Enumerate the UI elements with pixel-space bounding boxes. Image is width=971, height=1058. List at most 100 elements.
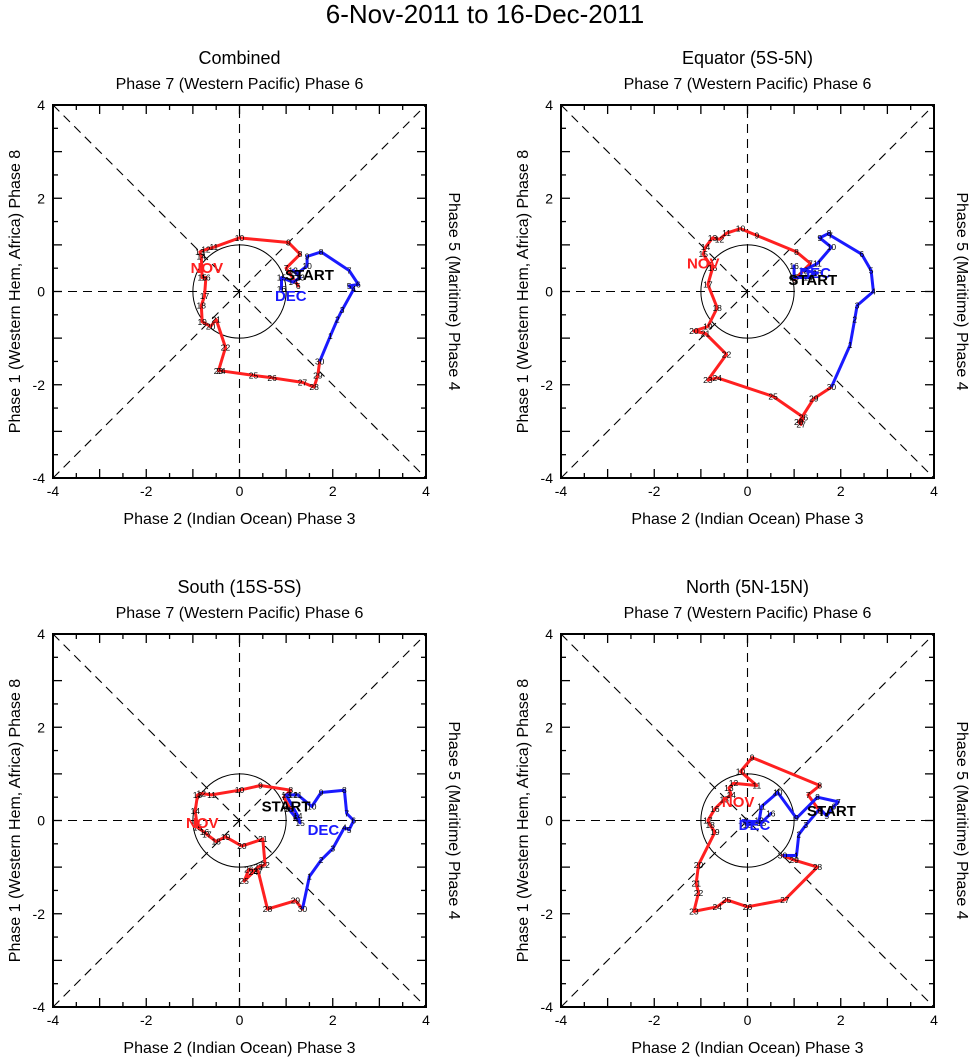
- day-label: 10: [773, 788, 783, 798]
- x-tick-label: 0: [744, 483, 752, 499]
- day-label: 23: [703, 375, 713, 385]
- y-tick-label: 2: [545, 190, 553, 206]
- day-label: 3: [855, 300, 860, 310]
- day-label: 25: [239, 876, 249, 886]
- day-label: 11: [752, 781, 761, 791]
- day-label: 5: [347, 825, 352, 835]
- day-label: 7: [828, 231, 833, 241]
- left-phase-label: Phase 1 (Western Hem, Africa) Phase 8: [7, 679, 24, 962]
- day-label: 14: [190, 806, 200, 816]
- day-label: 10: [827, 242, 837, 252]
- top-phase-label: Phase 7 (Western Pacific) Phase 6: [624, 605, 872, 622]
- day-label: 12: [729, 778, 739, 788]
- right-phase-label: Phase 5 (Maritime) Phase 4: [953, 192, 970, 390]
- day-label: 13: [281, 790, 291, 800]
- x-tick-label: -4: [47, 483, 60, 499]
- y-tick-label: -4: [541, 999, 554, 1015]
- day-label: 10: [736, 224, 746, 234]
- day-label: 13: [195, 247, 205, 257]
- day-label: 10: [235, 785, 245, 795]
- y-tick-label: -2: [33, 377, 46, 393]
- day-label: 14: [701, 242, 711, 252]
- x-tick-label: -4: [47, 1012, 60, 1028]
- day-label: 2: [796, 829, 801, 839]
- day-label: 14: [803, 273, 813, 283]
- day-label: 1: [328, 331, 333, 341]
- x-tick-label: -4: [555, 1012, 568, 1028]
- x-tick-label: 4: [422, 1012, 430, 1028]
- day-label: 2: [852, 314, 857, 324]
- day-label: 7: [806, 790, 811, 800]
- panel-title: South (15S-5S): [177, 577, 301, 597]
- dec-trajectory-line: [284, 788, 356, 878]
- day-label: 1: [794, 850, 799, 860]
- x-tick-label: -2: [140, 483, 153, 499]
- day-label: 13: [813, 268, 823, 278]
- day-label: 12: [288, 790, 298, 800]
- day-label: 10: [307, 802, 317, 812]
- day-label: 26: [743, 902, 753, 912]
- day-label: 9: [754, 231, 759, 241]
- top-phase-label: Phase 7 (Western Pacific) Phase 6: [624, 76, 872, 93]
- day-label: 4: [817, 804, 822, 814]
- day-label: 4: [871, 287, 876, 297]
- y-tick-label: -4: [541, 470, 554, 486]
- y-tick-label: 0: [545, 813, 553, 829]
- day-label: 2: [319, 855, 324, 865]
- day-label: 28: [263, 904, 273, 914]
- day-label: 12: [197, 788, 207, 798]
- unit-circle: [192, 773, 287, 868]
- bottom-phase-label: Phase 2 (Indian Ocean) Phase 3: [123, 1040, 355, 1057]
- day-label: 23: [689, 906, 699, 916]
- day-label: 7: [836, 797, 841, 807]
- x-tick-label: 2: [329, 1012, 337, 1028]
- y-tick-label: -2: [33, 906, 46, 922]
- day-label: 15: [277, 273, 287, 283]
- day-label: 8: [319, 247, 324, 257]
- bottom-phase-label: Phase 2 (Indian Ocean) Phase 3: [631, 1040, 863, 1057]
- day-label: 29: [313, 370, 323, 380]
- day-label: 20: [206, 321, 216, 331]
- nov-trajectory-line: [692, 756, 822, 913]
- dec-month-label: DEC: [799, 265, 831, 282]
- left-phase-label: Phase 1 (Western Hem, Africa) Phase 8: [7, 150, 24, 433]
- day-label: 27: [780, 895, 790, 905]
- dec-trajectory-line: [280, 250, 360, 338]
- day-label: 30: [827, 382, 837, 392]
- day-label: 22: [260, 860, 270, 870]
- day-label: 28: [813, 862, 823, 872]
- day-label: 9: [817, 233, 822, 243]
- left-phase-label: Phase 1 (Western Hem, Africa) Phase 8: [515, 679, 532, 962]
- day-label: 14: [738, 816, 748, 826]
- day-label: 9: [794, 813, 799, 823]
- day-label: 24: [712, 902, 722, 912]
- day-label: 8: [815, 792, 820, 802]
- day-label: 23: [253, 862, 263, 872]
- day-label: 19: [710, 827, 720, 837]
- day-label: 7: [281, 792, 286, 802]
- day-label: 12: [799, 266, 809, 276]
- day-label: 11: [757, 802, 766, 812]
- day-label: 22: [221, 342, 231, 352]
- day-label: 10: [736, 767, 746, 777]
- day-label: 11: [293, 268, 302, 278]
- nov-month-label: NOV: [722, 794, 755, 811]
- day-label: 16: [766, 809, 776, 819]
- nov-month-label: NOV: [186, 815, 219, 832]
- dec-trajectory-line: [741, 791, 840, 857]
- day-label: 29: [789, 855, 799, 865]
- day-label: 25: [768, 391, 778, 401]
- day-label: 14: [726, 790, 736, 800]
- bottom-phase-label: Phase 2 (Indian Ocean) Phase 3: [631, 511, 863, 528]
- y-tick-label: 4: [545, 626, 553, 642]
- day-label: 8: [342, 785, 347, 795]
- right-phase-label: Phase 5 (Maritime) Phase 4: [445, 192, 462, 390]
- nov-trajectory-line: [193, 784, 304, 911]
- day-label: 4: [351, 284, 356, 294]
- day-label: 21: [691, 878, 701, 888]
- x-tick-label: -2: [140, 1012, 153, 1028]
- nov-month-label: NOV: [687, 256, 720, 273]
- day-label: 9: [750, 753, 755, 763]
- day-label: 21: [258, 834, 268, 844]
- day-label: 26: [799, 412, 809, 422]
